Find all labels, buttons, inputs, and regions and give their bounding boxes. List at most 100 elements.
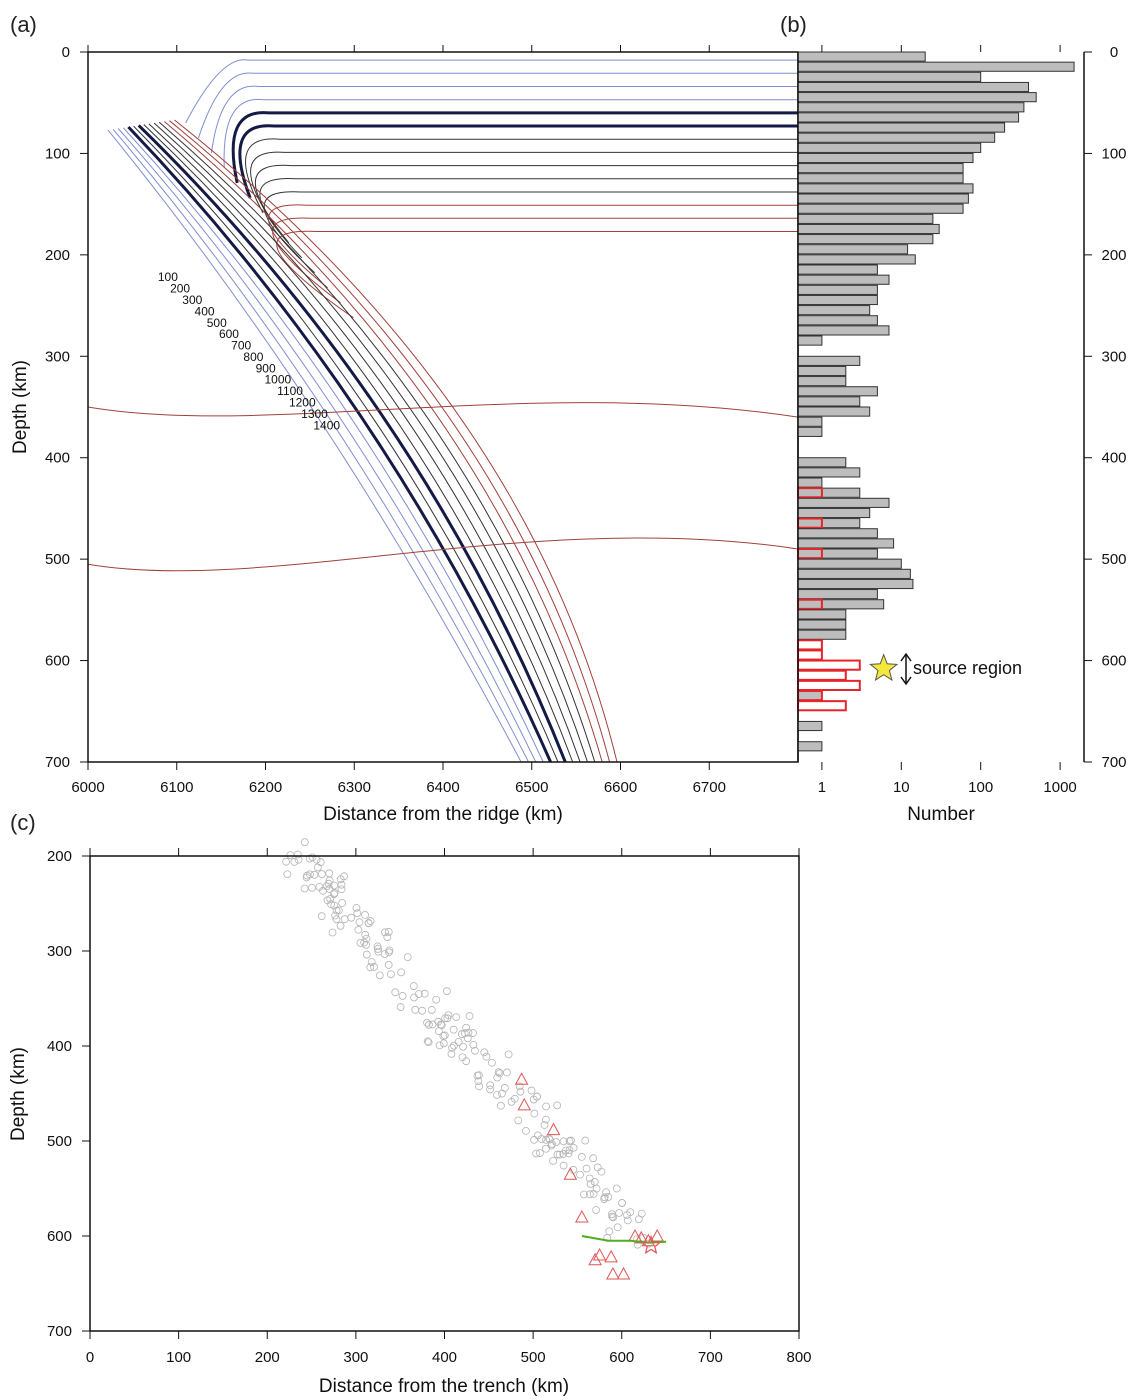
event-circle xyxy=(480,1048,489,1057)
highlight-bar xyxy=(797,679,861,691)
panel-a-label: (a) xyxy=(10,12,37,37)
event-circle xyxy=(644,1239,653,1248)
depth-bar xyxy=(797,528,878,539)
event-circle xyxy=(356,939,365,947)
event-circle xyxy=(424,1020,433,1029)
depth-bar xyxy=(797,406,871,417)
x-tick-label: 500 xyxy=(521,1349,546,1366)
y-tick-label: 200 xyxy=(1101,247,1126,264)
contour-label-1300: 1300 xyxy=(301,407,328,421)
event-circle xyxy=(516,1087,525,1096)
event-circle xyxy=(324,879,333,888)
event-circle xyxy=(589,1154,598,1163)
event-circle xyxy=(569,1143,578,1152)
x-tick-label: 300 xyxy=(343,1349,368,1366)
depth-bar xyxy=(797,629,847,640)
event-circle xyxy=(366,917,375,925)
epicenter-star xyxy=(640,1234,662,1255)
event-circle xyxy=(336,875,345,884)
event-triangle xyxy=(563,1167,578,1180)
y-tick-label: 0 xyxy=(1110,44,1118,61)
slab-isotherm-200 xyxy=(112,128,529,762)
event-circle xyxy=(503,1068,511,1077)
event-circle xyxy=(331,911,340,920)
depth-bar xyxy=(797,193,969,204)
depth-bar xyxy=(797,234,934,245)
depth-bar xyxy=(797,315,878,326)
event-circle xyxy=(545,1135,554,1144)
depth-bar xyxy=(797,61,1075,72)
panel-c-x-axis-title: Distance from the trench (km) xyxy=(319,1376,569,1397)
x-tick-label: 6200 xyxy=(249,779,282,796)
event-circle xyxy=(319,886,327,895)
contour-label-200: 200 xyxy=(170,282,190,296)
event-circle xyxy=(396,1003,405,1011)
y-tick-label: 400 xyxy=(45,450,70,467)
highlight-bar xyxy=(797,659,861,671)
event-circle xyxy=(332,915,341,924)
depth-bar xyxy=(797,578,914,590)
contour-label-1000: 1000 xyxy=(265,373,292,387)
depth-bar xyxy=(797,538,895,549)
depth-bar xyxy=(797,254,916,265)
event-circle xyxy=(494,1068,503,1077)
panel-b-label: (b) xyxy=(780,12,807,37)
event-circle xyxy=(366,963,375,972)
x-tick-label: 800 xyxy=(786,1349,811,1366)
y-tick-label: 600 xyxy=(45,653,70,670)
panel-b: (b) 1 10 100 1000 0 100 200 300 400 500 600 700 Nu… xyxy=(780,12,1127,825)
depth-bar xyxy=(797,457,847,468)
depth-bar xyxy=(797,497,890,508)
x-tick-label: 1000 xyxy=(1043,779,1076,796)
event-circle xyxy=(586,1190,594,1199)
event-circle xyxy=(282,857,291,866)
depth-bar xyxy=(797,376,847,387)
depth-bar xyxy=(797,548,878,559)
event-circle xyxy=(370,963,378,971)
depth-bar xyxy=(797,173,964,184)
event-circle xyxy=(391,988,400,997)
event-circle xyxy=(541,1115,550,1124)
panel-b-bars xyxy=(797,51,1075,752)
x-tick-label: 6500 xyxy=(515,779,548,796)
x-tick-label: 6400 xyxy=(426,779,459,796)
panel-c-x-ticks: 0 100 200 300 400 500 600 700 800 xyxy=(86,848,812,1366)
panel-c: (c) 0 100 200 300 400 500 600 700 800 200 300 400 5… xyxy=(8,810,812,1397)
isotherm-700 xyxy=(245,138,798,214)
panel-a-x-ticks: 6000 6100 6200 6300 6400 6500 6600 6700 xyxy=(71,45,726,796)
event-circle xyxy=(547,1141,556,1150)
event-circle xyxy=(604,1193,613,1201)
event-circle xyxy=(486,1081,495,1090)
contour-label-900: 900 xyxy=(256,361,276,375)
event-circle xyxy=(362,934,371,943)
event-circle xyxy=(427,1006,436,1014)
event-circle xyxy=(290,858,299,866)
panel-a-contours xyxy=(88,59,798,762)
event-circle xyxy=(334,906,343,915)
event-circle xyxy=(581,1136,590,1145)
y-tick-label: 100 xyxy=(1101,145,1126,162)
event-circle xyxy=(527,1086,536,1095)
event-circle xyxy=(442,987,451,996)
y-tick-label: 600 xyxy=(1101,653,1126,670)
depth-bar xyxy=(797,477,823,488)
panel-a-y-ticks: 0 100 200 300 400 500 600 700 xyxy=(45,44,88,771)
depth-bar xyxy=(797,396,861,407)
x-tick-label: 6600 xyxy=(604,779,637,796)
event-circle xyxy=(540,1121,549,1129)
slab-isotherm-400 xyxy=(122,127,544,762)
event-circle xyxy=(386,970,395,979)
y-tick-label: 100 xyxy=(45,145,70,162)
slab-isotherm-100 xyxy=(107,129,522,762)
event-circle xyxy=(440,1031,449,1040)
contour-label-600: 600 xyxy=(219,327,239,341)
event-circle xyxy=(340,915,349,924)
event-circle xyxy=(521,1127,530,1135)
event-circle xyxy=(536,1149,544,1158)
event-circle xyxy=(612,1184,621,1193)
x-tick-label: 6100 xyxy=(160,779,193,796)
event-circle xyxy=(367,958,376,966)
event-circle xyxy=(597,1167,606,1176)
event-triangle xyxy=(634,1230,649,1244)
